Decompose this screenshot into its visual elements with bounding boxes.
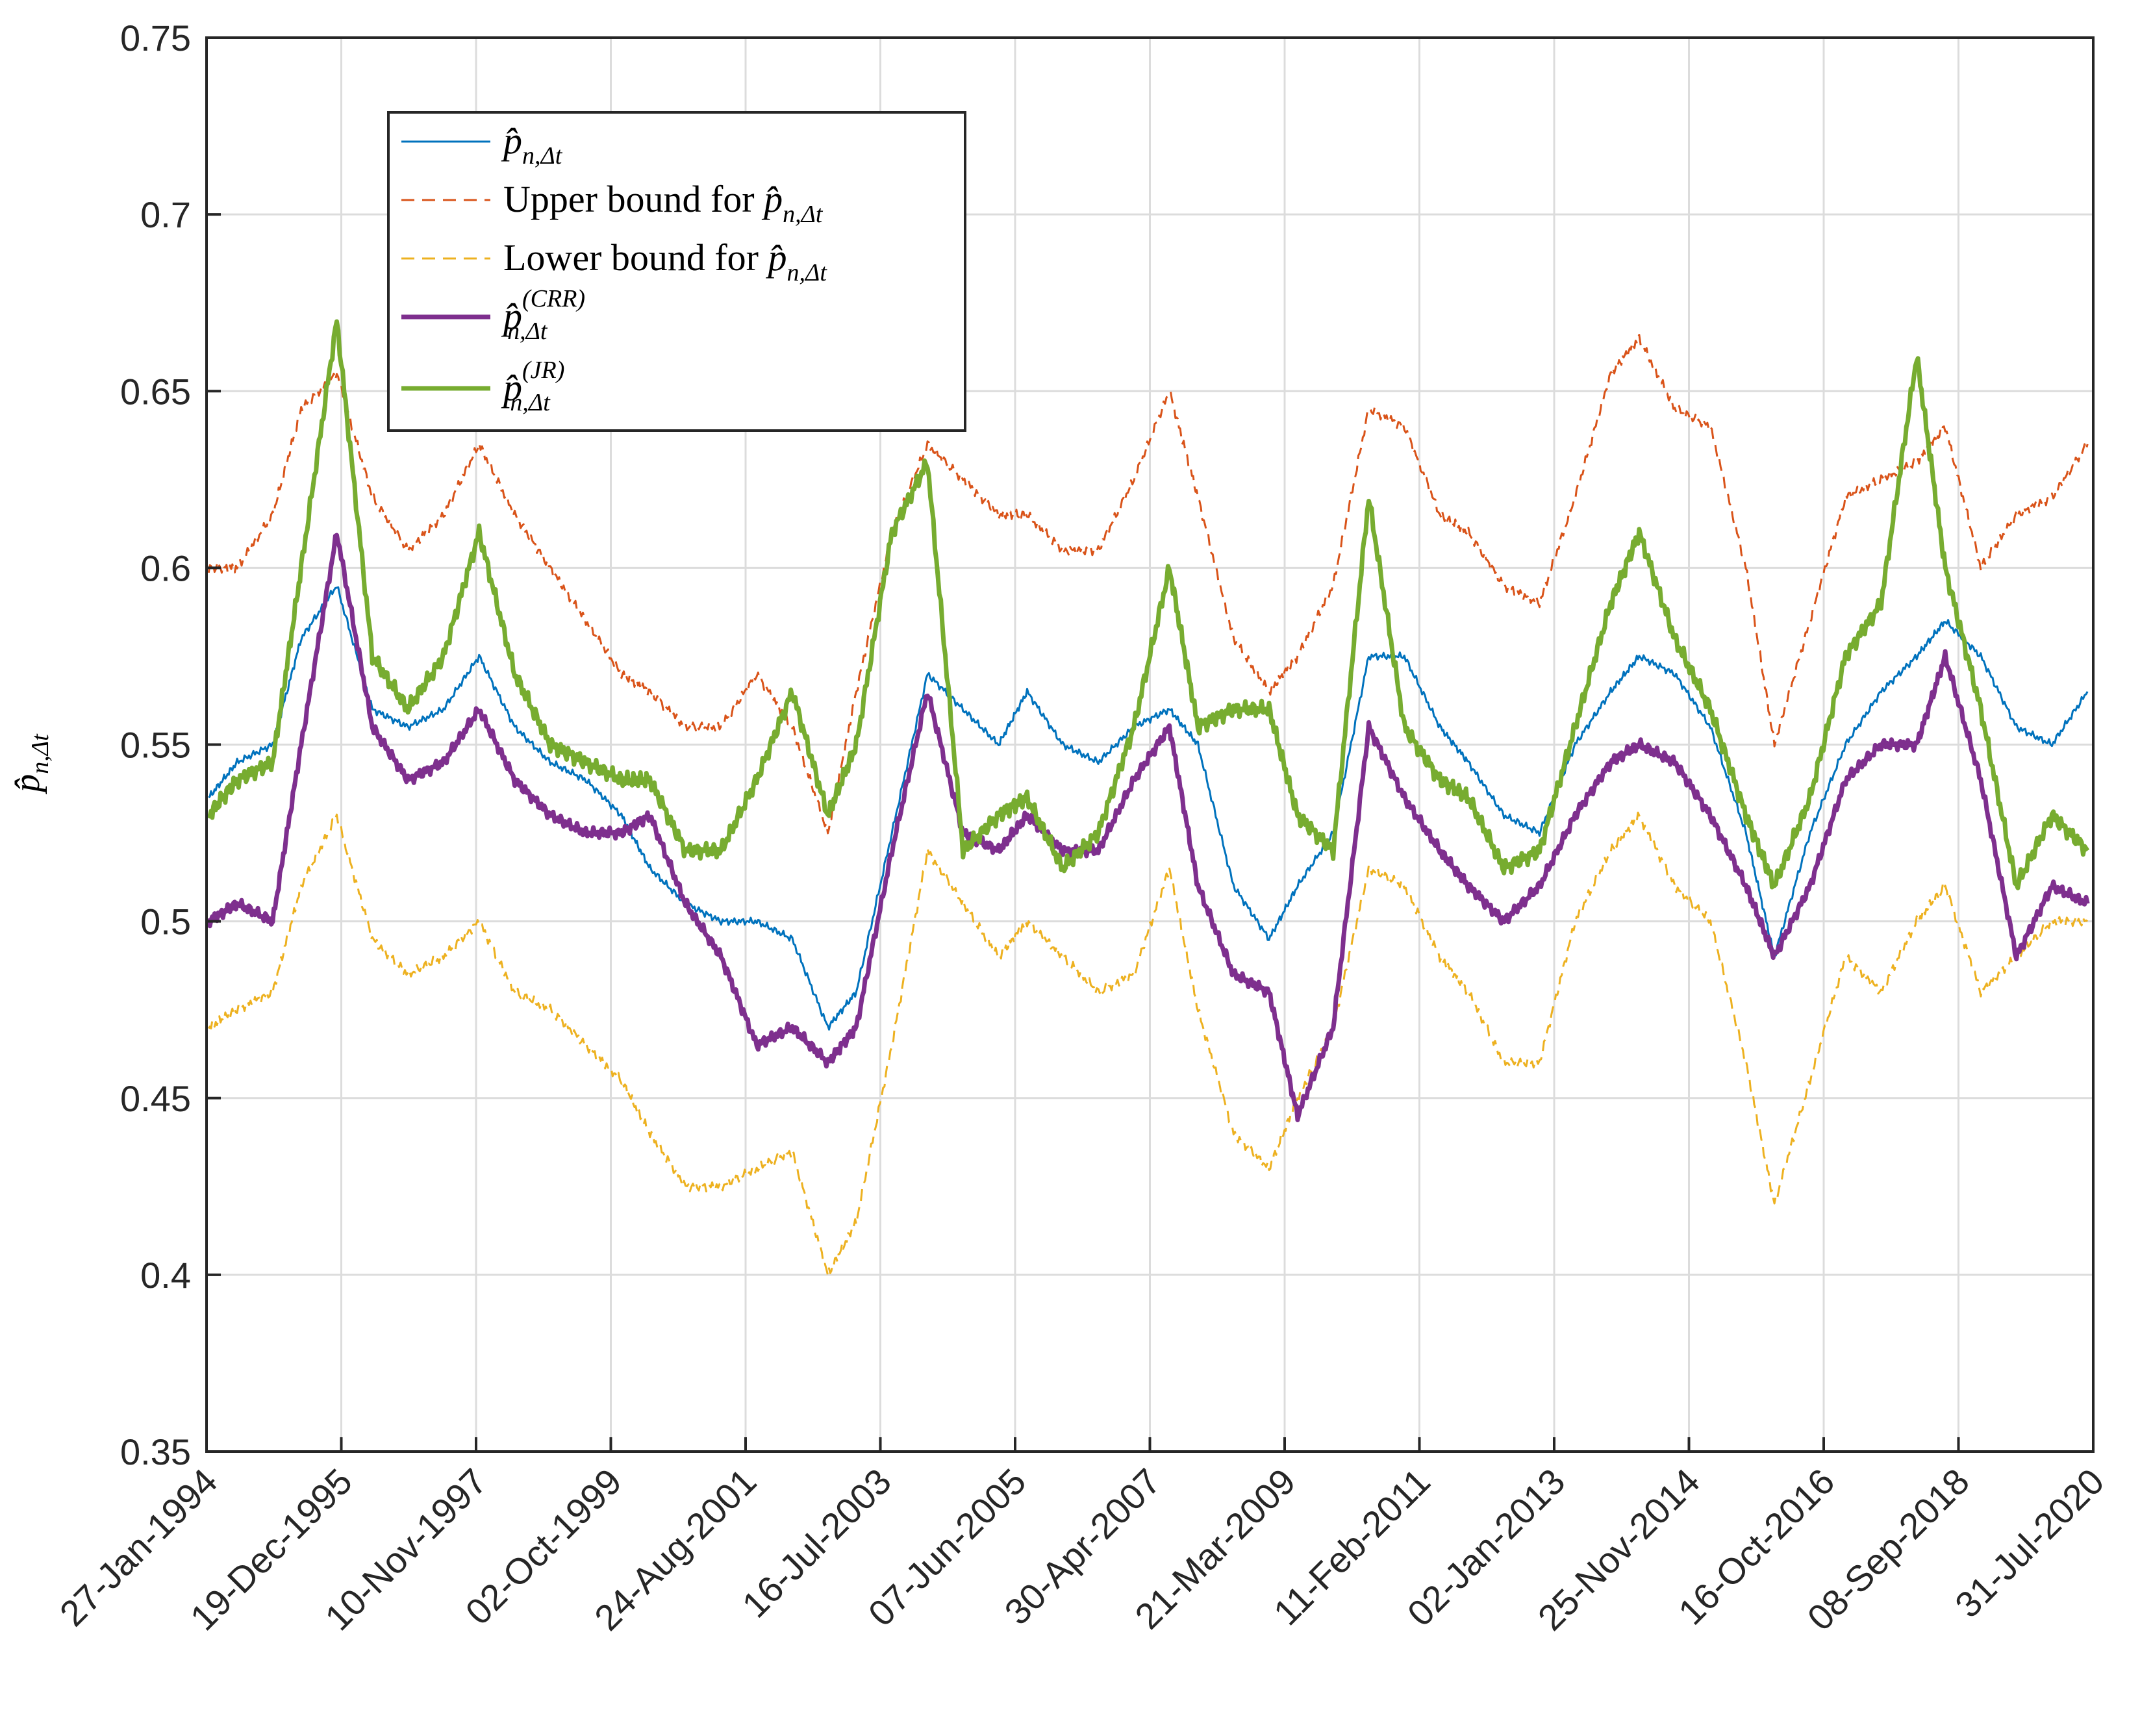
y-tick-label: 0.5 bbox=[140, 901, 191, 942]
legend-item-lower-bound: Lower bound for p̂n,Δt bbox=[401, 236, 827, 286]
series-line-jr bbox=[207, 319, 2090, 890]
y-tick-label: 0.6 bbox=[140, 547, 191, 588]
legend-item-crr: p̂(CRR) n,Δt bbox=[401, 285, 585, 345]
y-tick-label: 0.75 bbox=[120, 18, 191, 58]
legend-label-upper-bound: Upper bound for p̂n,Δt bbox=[503, 178, 824, 228]
legend: p̂n,Δt Upper bound for p̂n,Δt Lower boun… bbox=[387, 111, 966, 432]
y-axis-label: p̂n,Δt bbox=[7, 733, 54, 795]
y-axis-label-symbol: p̂ bbox=[7, 774, 47, 795]
y-tick-label: 0.4 bbox=[140, 1255, 191, 1296]
y-tick-label: 0.65 bbox=[120, 371, 191, 412]
legend-item-upper-bound: Upper bound for p̂n,Δt bbox=[401, 178, 824, 228]
legend-item-jr: p̂(JR) n,Δt bbox=[401, 357, 564, 416]
legend-box bbox=[387, 111, 966, 432]
legend-item-p-hat: p̂n,Δt bbox=[401, 120, 563, 170]
series-line-lower-bound bbox=[208, 811, 2089, 1276]
legend-label-crr: p̂(CRR) n,Δt bbox=[501, 285, 585, 345]
series-line-upper-bound bbox=[207, 334, 2089, 835]
legend-label-p-hat: p̂n,Δt bbox=[501, 120, 563, 170]
legend-label-jr: p̂(JR) n,Δt bbox=[501, 357, 564, 416]
series-layer bbox=[206, 319, 2090, 1276]
y-axis-label-subscript: n,Δt bbox=[27, 733, 54, 774]
y-tick-label: 0.7 bbox=[140, 194, 191, 235]
legend-label-lower-bound: Lower bound for p̂n,Δt bbox=[503, 236, 827, 286]
y-tick-label: 0.55 bbox=[120, 725, 191, 766]
y-axis: 0.35 0.4 0.45 0.5 0.55 0.6 0.65 0.7 0.75 bbox=[120, 18, 221, 1472]
series-line-crr bbox=[206, 533, 2090, 1122]
y-tick-label: 0.45 bbox=[120, 1078, 191, 1119]
y-tick-label: 0.35 bbox=[120, 1431, 191, 1472]
